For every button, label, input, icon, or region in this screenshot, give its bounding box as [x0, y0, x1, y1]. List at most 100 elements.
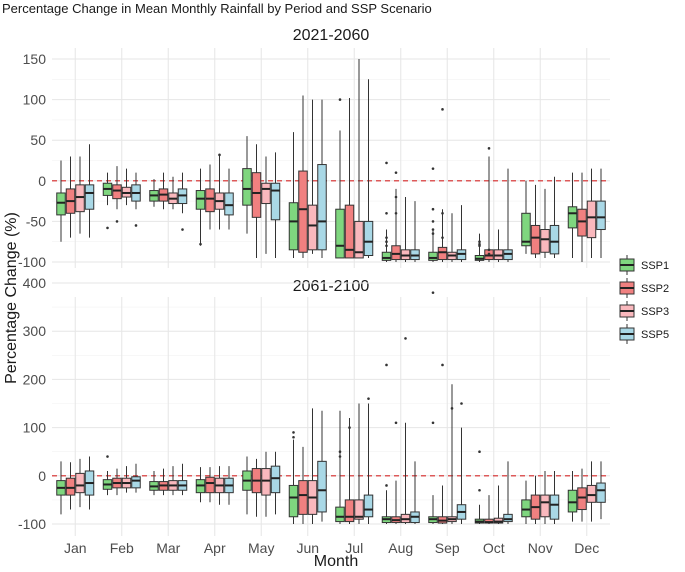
outlier-point — [199, 242, 202, 246]
x-tick-label: Jun — [296, 540, 319, 556]
box-ssp1-nov — [521, 499, 531, 518]
legend-label: SSP1 — [641, 260, 669, 272]
y-tick-label: 400 — [23, 275, 47, 291]
outlier-point — [394, 211, 398, 215]
box-ssp5-may — [270, 465, 281, 494]
box-ssp5-jul — [363, 494, 374, 518]
outlier-point — [478, 450, 481, 454]
box-ssp2-sep — [437, 246, 448, 261]
box-ssp3-dec — [586, 200, 597, 239]
outlier-point — [181, 228, 184, 231]
box-ssp2-nov — [530, 224, 541, 255]
x-tick-label: Aug — [388, 540, 413, 556]
box-ssp2-may — [251, 172, 262, 218]
outlier-point — [431, 421, 435, 425]
legend-item-ssp5: SSP5 — [619, 324, 669, 344]
box-ssp1-nov — [521, 212, 531, 247]
box-ssp5-jun — [317, 460, 327, 513]
facet-panel-2: 2061-2100 -100 0 100 200 300 400 — [18, 275, 610, 536]
box-ssp2-dec — [577, 487, 587, 511]
outlier-point — [338, 98, 342, 101]
box-ssp2-dec — [577, 208, 587, 237]
outlier-point — [487, 252, 491, 256]
outlier-point — [385, 211, 388, 215]
panel-title: 2061-2100 — [293, 278, 370, 295]
box-ssp1-dec — [567, 206, 578, 229]
outlier-point — [478, 240, 481, 243]
box-ssp2-apr — [205, 476, 215, 494]
y-axis-title: Percentage Change (%) — [3, 212, 20, 384]
outlier-point — [348, 426, 351, 429]
box-ssp1-dec — [567, 489, 578, 513]
box-ssp3-jun — [307, 204, 318, 251]
box-ssp3-may — [261, 468, 271, 496]
box-ssp5-nov — [549, 494, 560, 520]
x-tick-label: Sep — [435, 540, 460, 556]
box-ssp3-jul — [354, 499, 364, 520]
outlier-point — [431, 220, 435, 223]
legend-label: SSP3 — [641, 306, 669, 318]
facet-panel-1: 2021-2060 -100 -50 0 50 100 150 — [18, 27, 610, 270]
outlier-point — [441, 108, 444, 111]
box-ssp5-dec — [596, 482, 606, 503]
x-tick-label: Jul — [345, 540, 363, 556]
box-ssp1-apr — [195, 190, 206, 210]
outlier-point — [106, 455, 109, 458]
y-tick-label: -50 — [26, 213, 46, 229]
x-tick-label: Apr — [204, 540, 226, 556]
outlier-point — [385, 161, 388, 165]
box-ssp5-jul — [363, 220, 374, 257]
x-tick-labels: Jan Feb Mar Apr May Jun Jul Aug Sep Oct Nov Dec — [64, 540, 599, 556]
box-ssp3-nov — [540, 494, 550, 518]
box-ssp5-dec — [596, 200, 606, 231]
box-ssp2-feb — [112, 184, 122, 200]
legend-item-ssp1: SSP1 — [619, 255, 669, 275]
box-ssp1-jan — [56, 192, 66, 216]
box-ssp2-jul — [344, 204, 355, 259]
box-ssp2-jul — [344, 499, 355, 523]
box-ssp2-apr — [205, 188, 215, 213]
box-ssp5-oct — [503, 513, 513, 523]
y-tick-label: -100 — [18, 516, 46, 532]
x-tick-label: Feb — [110, 540, 134, 556]
box-ssp5-apr — [224, 192, 234, 216]
box-ssp1-may — [242, 168, 252, 206]
legend-label: SSP5 — [641, 329, 669, 341]
legend-item-ssp3: SSP3 — [619, 301, 669, 321]
outlier-point — [478, 488, 481, 492]
box-ssp3-may — [261, 182, 271, 205]
outlier-point — [134, 224, 138, 227]
chart-title: Percentage Change in Mean Monthly Rainfa… — [2, 1, 432, 16]
y-tick-label: 100 — [23, 420, 47, 436]
outlier-point — [478, 244, 481, 248]
box-ssp5-jan — [84, 184, 95, 210]
box-ssp2-jun — [298, 480, 308, 515]
outlier-point — [338, 455, 342, 458]
box-ssp2-jan — [65, 477, 76, 496]
outlier-point — [450, 407, 454, 410]
legend-label: SSP2 — [641, 283, 669, 295]
x-axis-title: Month — [314, 553, 358, 570]
legend: SSP1 SSP2 SSP3 SSP5 — [619, 255, 669, 344]
box-ssp1-jul — [335, 208, 345, 259]
outlier-point — [431, 207, 435, 211]
y-tick-label: 100 — [23, 92, 47, 108]
y-tick-label: 50 — [30, 132, 46, 148]
x-tick-label: May — [248, 540, 274, 556]
box-ssp2-aug — [391, 245, 401, 261]
x-tick-label: Dec — [574, 540, 599, 556]
box-ssp1-sep — [428, 251, 438, 261]
box-ssp5-may — [270, 182, 281, 221]
outlier-point — [292, 431, 295, 434]
box-ssp5-jun — [317, 164, 327, 251]
box-ssp3-jul — [354, 220, 364, 259]
outlier-point — [441, 236, 444, 239]
outlier-point — [394, 171, 398, 174]
outlier-point — [338, 450, 342, 454]
outlier-point — [441, 211, 444, 215]
box-ssp3-jan — [75, 472, 85, 494]
legend-item-ssp2: SSP2 — [619, 278, 669, 298]
outlier-point — [441, 363, 444, 367]
box-ssp1-jun — [288, 484, 299, 518]
